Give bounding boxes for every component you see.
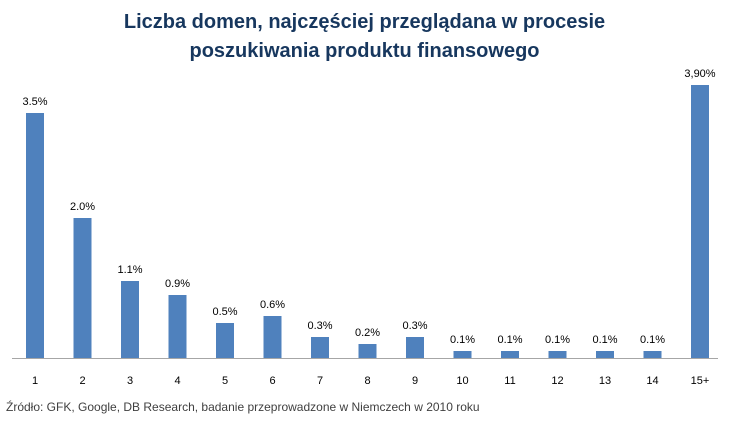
bar-15+ [691, 85, 709, 358]
chart-title-line-1: Liczba domen, najczęściej przeglądana w … [123, 11, 606, 33]
chart-title: Liczba domen, najczęściej przeglądana w … [0, 8, 729, 66]
x-tick-label-9: 9 [412, 375, 418, 387]
bar-6 [263, 316, 282, 358]
x-tick-label-12: 12 [551, 375, 563, 387]
x-tick-label-5: 5 [222, 375, 228, 387]
x-tick-label-6: 6 [269, 375, 275, 387]
x-tick-label-1: 1 [32, 375, 38, 387]
source-note: Źródło: GFK, Google, DB Research, badani… [6, 400, 480, 414]
x-tick-label-13: 13 [599, 375, 611, 387]
bar-11 [501, 351, 519, 358]
data-label-1: 3.5% [22, 96, 47, 108]
bar-1 [26, 113, 44, 358]
bar-9 [406, 337, 424, 358]
bar-14 [643, 351, 662, 358]
bar-8 [358, 344, 377, 358]
data-label-12: 0.1% [545, 334, 570, 346]
data-label-15+: 3,90% [684, 68, 715, 80]
x-tick-label-3: 3 [127, 375, 133, 387]
data-label-9: 0.3% [402, 320, 427, 332]
data-label-6: 0.6% [260, 299, 285, 311]
x-tick-label-11: 11 [504, 375, 515, 387]
data-label-2: 2.0% [70, 201, 95, 213]
bar-3 [121, 281, 139, 358]
data-label-13: 0.1% [592, 334, 617, 346]
data-label-4: 0.9% [165, 278, 190, 290]
x-tick-label-4: 4 [174, 375, 180, 387]
bar-12 [548, 351, 567, 358]
x-tick-label-7: 7 [317, 375, 323, 387]
bar-5 [216, 323, 234, 358]
data-label-5: 0.5% [212, 306, 237, 318]
bar-2 [73, 218, 92, 358]
data-label-8: 0.2% [355, 327, 380, 339]
x-tick-label-8: 8 [364, 375, 370, 387]
x-tick-label-15+: 15+ [691, 375, 710, 387]
x-tick-label-2: 2 [79, 375, 85, 387]
data-label-10: 0.1% [450, 334, 475, 346]
x-tick-label-14: 14 [646, 375, 658, 387]
data-label-3: 1.1% [117, 264, 142, 276]
bar-13 [596, 351, 614, 358]
bar-7 [311, 337, 329, 358]
chart-title-line-2: poszukiwania produktu finansowego [189, 40, 540, 62]
bar-10 [453, 351, 472, 358]
data-label-11: 0.1% [497, 334, 522, 346]
data-label-14: 0.1% [640, 334, 665, 346]
bar-4 [168, 295, 187, 358]
x-tick-label-10: 10 [456, 375, 468, 387]
data-label-7: 0.3% [307, 320, 332, 332]
